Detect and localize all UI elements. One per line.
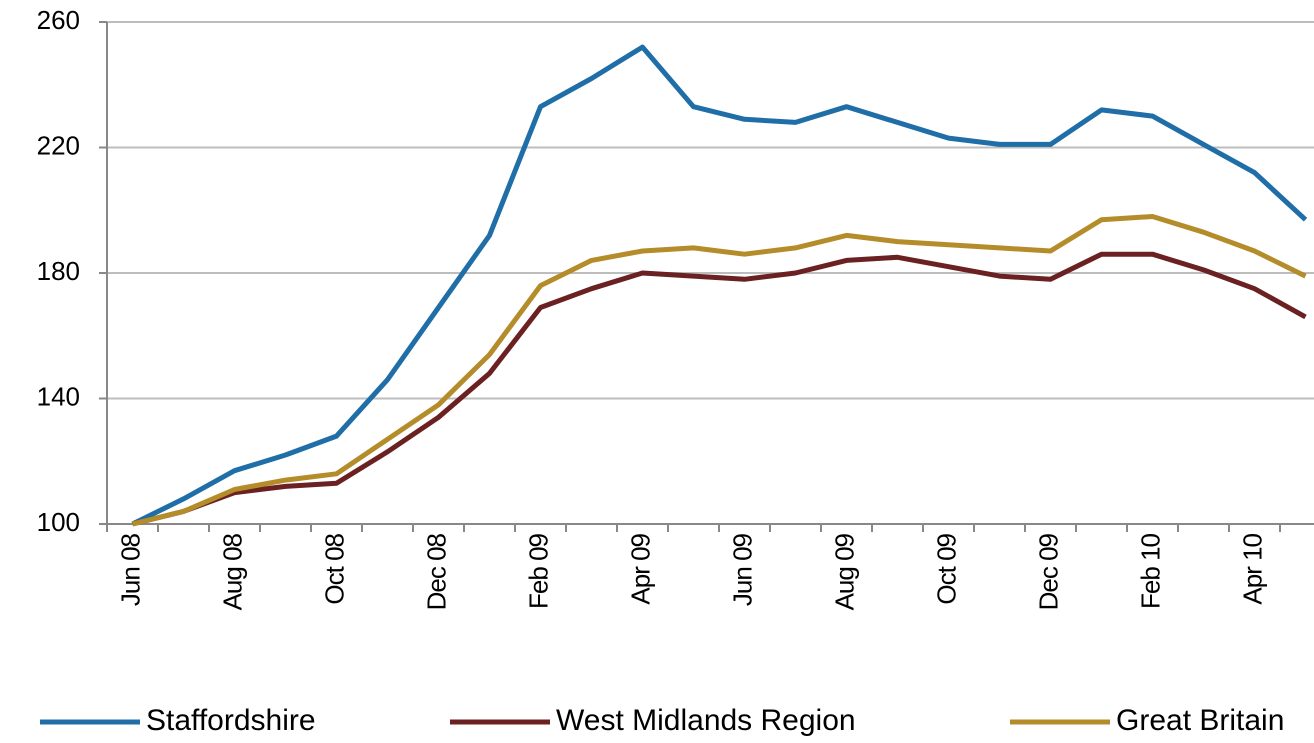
series-line [131,251,1307,527]
y-tick-label: 100 [37,507,80,537]
x-tick-label: Aug 09 [829,533,859,610]
x-tick-label: Oct 09 [931,533,961,604]
x-tick-label: Apr 10 [1237,533,1267,604]
series-line [131,214,1307,527]
y-tick-label: 220 [37,130,80,160]
legend-label: West Midlands Region [556,704,856,737]
x-tick-label: Dec 08 [421,533,451,610]
y-tick-label: 140 [37,381,80,411]
series-line [131,44,1308,527]
x-tick-label: Jun 08 [115,533,145,606]
legend-label: Great Britain [1116,704,1284,737]
x-tick-label: Aug 08 [217,533,247,610]
x-tick-label: Oct 08 [319,533,349,604]
x-tick-label: Apr 09 [625,533,655,604]
x-tick-label: Feb 10 [1135,533,1165,608]
legend-label: Staffordshire [146,704,316,737]
x-tick-label: Jun 09 [727,533,757,606]
x-tick-label: Dec 09 [1033,533,1063,610]
x-tick-label: Feb 09 [523,533,553,608]
y-tick-label: 260 [37,5,80,35]
y-tick-label: 180 [37,256,80,286]
